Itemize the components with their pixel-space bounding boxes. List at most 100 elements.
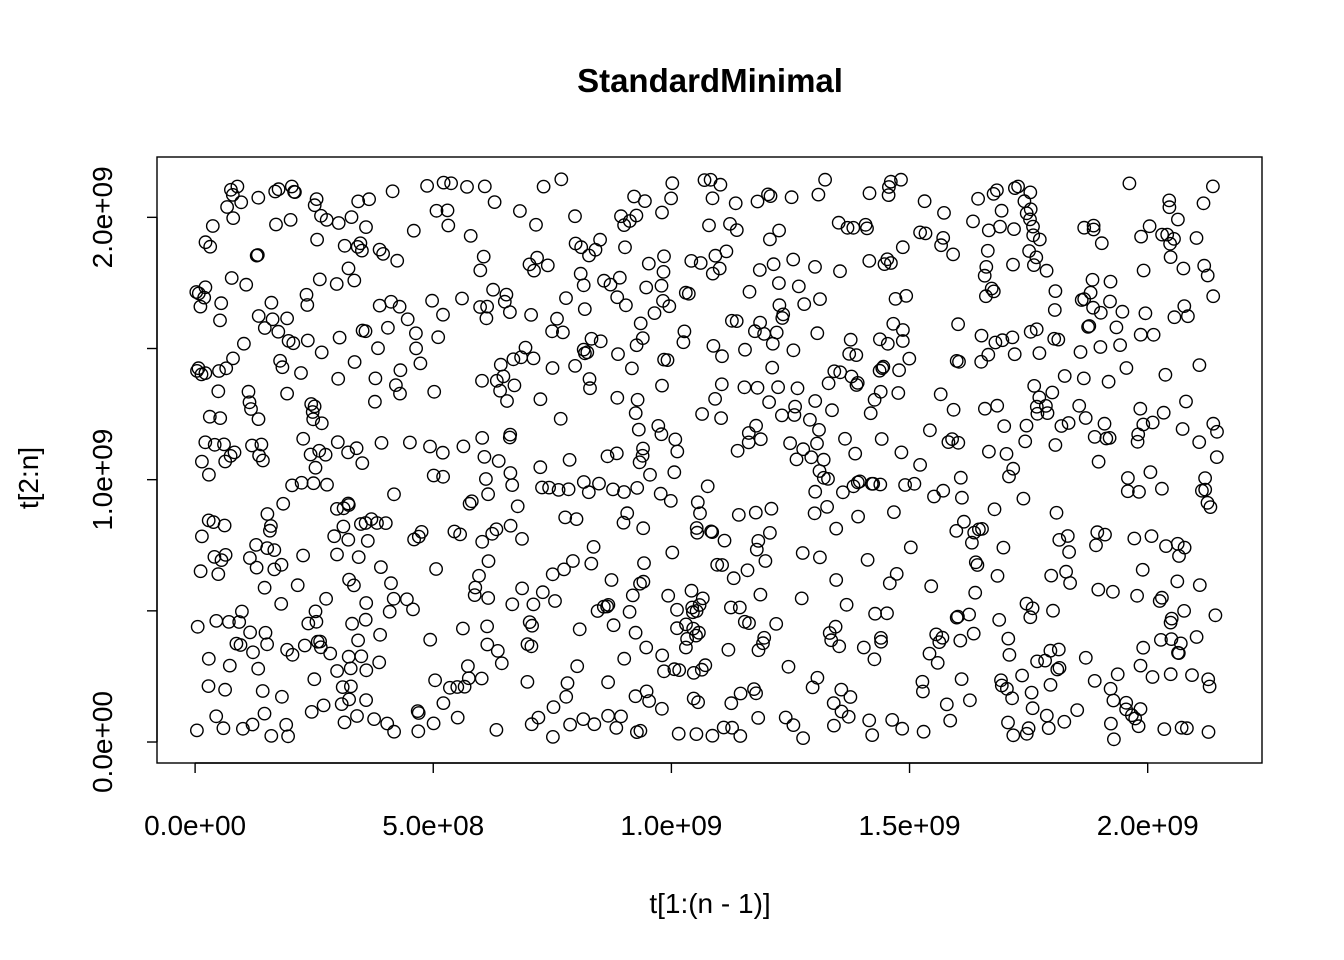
data-point [463, 228, 478, 243]
data-point [628, 689, 643, 704]
data-point [335, 680, 350, 694]
data-point [468, 580, 483, 595]
data-point [625, 361, 639, 376]
data-point [679, 617, 693, 632]
data-point [254, 437, 269, 452]
data-point [380, 320, 395, 335]
data-point [533, 392, 548, 407]
data-point [1180, 721, 1194, 736]
data-point [610, 290, 625, 305]
data-point [1115, 304, 1130, 319]
data-point [364, 512, 379, 526]
data-point [232, 615, 247, 629]
data-point [726, 571, 741, 586]
data-point [447, 524, 462, 539]
data-point [1177, 540, 1192, 555]
data-point [796, 442, 811, 457]
data-point [455, 291, 469, 306]
data-point [1006, 728, 1021, 743]
data-point [359, 663, 374, 678]
data-point [1085, 272, 1100, 287]
data-point [1048, 284, 1063, 298]
data-point [1156, 405, 1171, 420]
data-point [850, 375, 865, 390]
data-point [992, 613, 1007, 627]
data-point [843, 690, 858, 704]
data-point [752, 263, 767, 277]
data-point [353, 236, 368, 251]
data-point [784, 190, 799, 205]
x-tick-label: 1.0e+09 [620, 810, 722, 841]
data-point [1210, 424, 1224, 439]
data-point [896, 323, 910, 337]
data-point [260, 507, 275, 521]
data-point [1163, 236, 1178, 251]
data-point [213, 411, 228, 425]
data-point [223, 182, 238, 197]
data-point [694, 662, 709, 677]
data-point [1032, 390, 1047, 405]
data-point [725, 313, 739, 328]
data-point [695, 591, 710, 606]
data-point [1122, 176, 1137, 191]
data-point [308, 604, 323, 619]
data-point [359, 693, 373, 707]
x-tick-label: 2.0e+09 [1097, 810, 1199, 841]
data-point [526, 597, 541, 612]
data-point [576, 475, 591, 489]
data-point [812, 464, 827, 478]
data-point [1077, 220, 1092, 235]
data-point [849, 378, 864, 392]
data-point [242, 551, 257, 565]
data-point [1101, 374, 1116, 389]
data-point [1163, 250, 1178, 265]
data-point [331, 216, 346, 230]
data-point [1175, 422, 1190, 436]
data-point [1063, 576, 1078, 590]
data-point [693, 256, 708, 270]
data-point [1016, 491, 1031, 506]
data-point [1145, 415, 1160, 430]
data-point [915, 674, 930, 689]
data-point [974, 354, 989, 369]
data-point [693, 506, 707, 521]
data-point [1171, 646, 1186, 660]
data-point [685, 600, 700, 615]
data-point [642, 694, 656, 708]
x-axis: 0.0e+00 5.0e+08 1.0e+09 1.5e+09 2.0e+09 [144, 762, 1199, 841]
data-point [630, 392, 645, 407]
data-point [423, 439, 437, 454]
data-point [633, 723, 648, 738]
data-point [1051, 642, 1066, 657]
data-point [1041, 721, 1056, 735]
data-point [899, 288, 914, 303]
data-point [300, 333, 315, 348]
data-point [1073, 345, 1088, 359]
data-point [260, 541, 275, 555]
data-point [916, 724, 931, 739]
data-point [841, 709, 856, 724]
data-point [294, 366, 308, 380]
data-point [832, 639, 847, 654]
data-point [513, 204, 527, 218]
data-point [426, 716, 441, 731]
data-point [1026, 219, 1040, 234]
data-point [939, 697, 954, 712]
data-point [1133, 401, 1148, 416]
data-point [725, 720, 739, 735]
data-point [851, 509, 865, 524]
data-point [251, 309, 266, 323]
data-point [201, 513, 216, 528]
data-point [1162, 200, 1177, 215]
data-point [559, 689, 574, 704]
data-point [695, 407, 709, 421]
data-point [251, 412, 266, 426]
data-point [698, 658, 713, 673]
data-point [262, 523, 277, 538]
data-point [285, 478, 299, 493]
data-point [411, 724, 426, 739]
data-point [873, 384, 888, 399]
data-point [481, 554, 496, 568]
data-point [891, 386, 906, 400]
